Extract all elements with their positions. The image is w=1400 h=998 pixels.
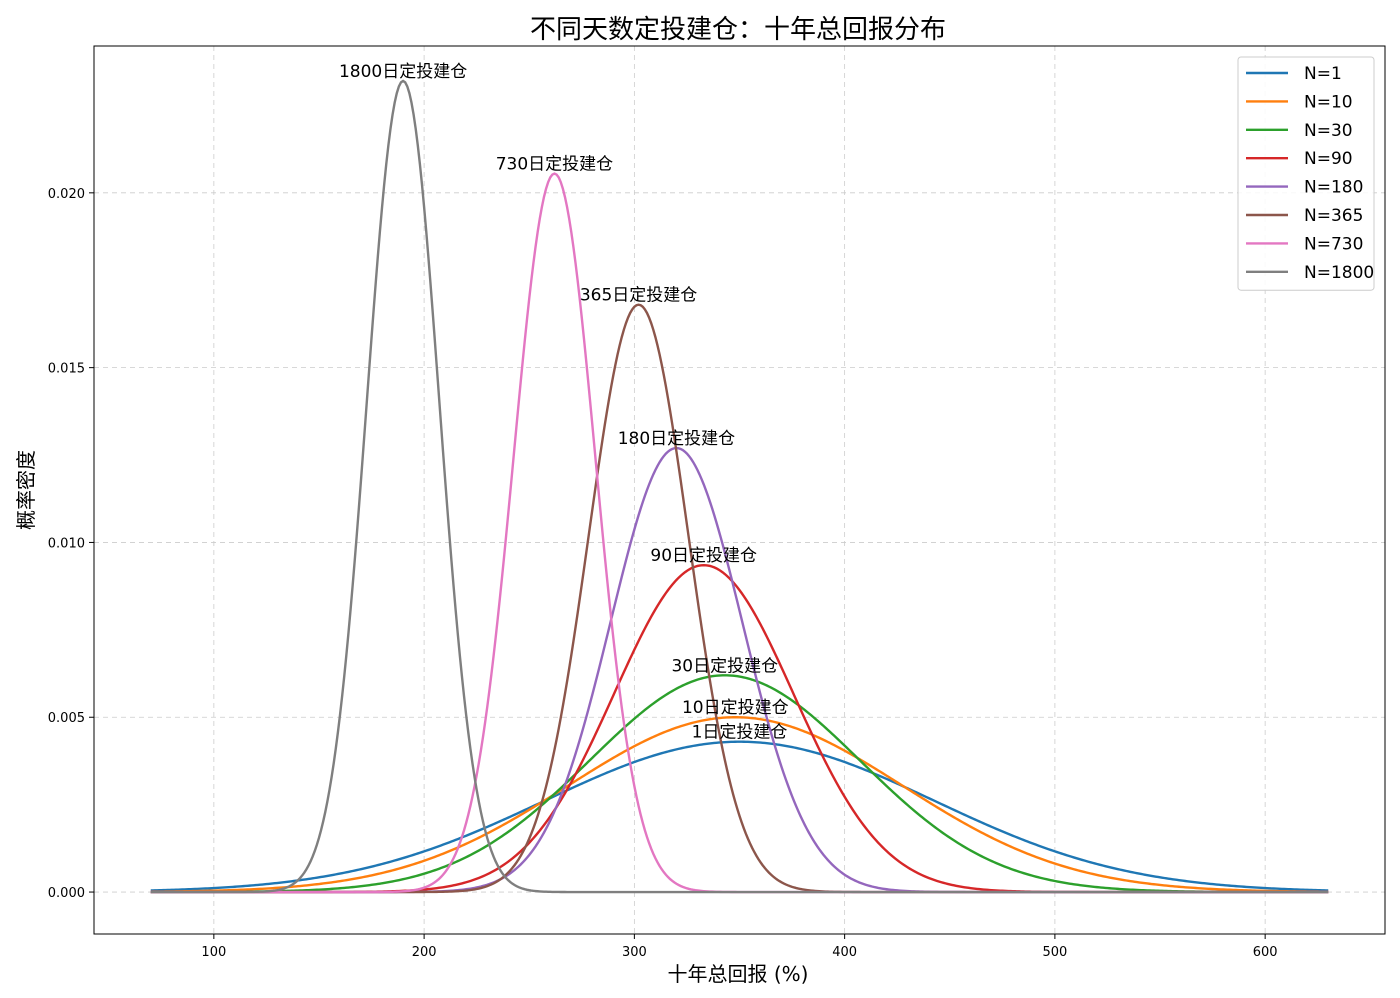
y-axis-ticks: 0.000 0.005 0.010 0.015 0.020 xyxy=(48,187,94,901)
series-line-N=10 xyxy=(150,716,1329,893)
x-axis-ticks: 100 200 300 400 500 600 xyxy=(201,934,1278,960)
annotation-N=1: 1日定投建仓 xyxy=(692,723,788,743)
x-tick-label: 100 xyxy=(201,945,226,960)
x-axis-label: 十年总回报 (%) xyxy=(668,962,809,986)
series-line-N=1800 xyxy=(150,79,1329,894)
x-tick-label: 200 xyxy=(412,945,437,960)
annotations: 1日定投建仓 10日定投建仓 30日定投建仓 90日定投建仓 180日定投建仓 365日定… xyxy=(339,62,789,743)
annotation-N=90: 90日定投建仓 xyxy=(650,546,757,566)
plot-area-frame xyxy=(93,45,1386,935)
legend-label-N=30: N=30 xyxy=(1304,121,1353,141)
y-axis-label: 概率密度 xyxy=(14,450,38,530)
annotation-N=10: 10日定投建仓 xyxy=(682,698,789,718)
y-tick-label: 0.005 xyxy=(48,711,85,726)
y-tick-label: 0.020 xyxy=(48,187,85,202)
legend: N=1 N=10 N=30 N=90 N=180 N=365 N=730 N=1800 xyxy=(1237,56,1375,291)
legend-label-N=10: N=10 xyxy=(1304,92,1353,112)
legend-box xyxy=(1237,56,1375,291)
x-tick-label: 600 xyxy=(1253,945,1278,960)
series-line-N=30 xyxy=(150,674,1329,894)
x-tick-label: 500 xyxy=(1042,945,1067,960)
annotation-N=730: 730日定投建仓 xyxy=(496,155,613,175)
legend-label-N=730: N=730 xyxy=(1304,234,1363,254)
chart-title: 不同天数定投建仓：十年总回报分布 xyxy=(530,15,946,45)
legend-label-N=180: N=180 xyxy=(1304,178,1363,198)
annotation-N=1800: 1800日定投建仓 xyxy=(339,62,467,82)
x-tick-label: 300 xyxy=(622,945,647,960)
series-lines xyxy=(150,79,1329,894)
series-line-N=730 xyxy=(150,172,1329,894)
y-tick-label: 0.015 xyxy=(48,362,85,377)
y-tick-label: 0.010 xyxy=(48,536,85,551)
annotation-N=365: 365日定投建仓 xyxy=(580,286,697,306)
gridlines xyxy=(94,46,1385,934)
legend-label-N=1: N=1 xyxy=(1304,64,1342,84)
legend-label-N=90: N=90 xyxy=(1304,149,1353,169)
annotation-N=180: 180日定投建仓 xyxy=(618,429,735,449)
legend-label-N=365: N=365 xyxy=(1304,206,1363,226)
y-tick-label: 0.000 xyxy=(48,886,85,901)
annotation-N=30: 30日定投建仓 xyxy=(671,656,778,676)
series-line-N=1 xyxy=(150,740,1329,892)
x-tick-label: 400 xyxy=(832,945,857,960)
legend-label-N=1800: N=1800 xyxy=(1304,263,1374,283)
